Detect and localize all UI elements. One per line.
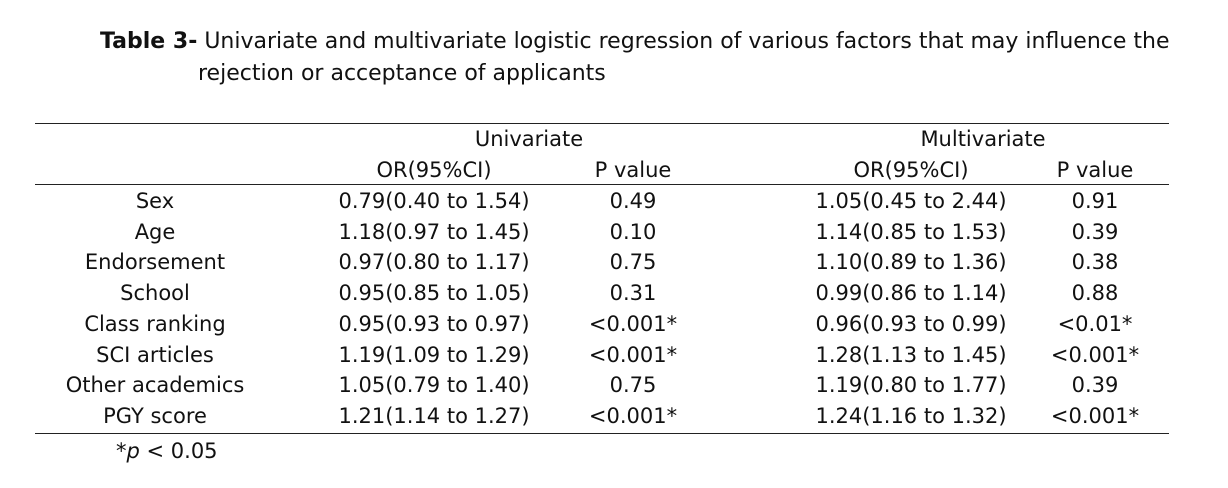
table-footnote: *p < 0.05: [116, 436, 218, 466]
row-multi-p: 0.91: [1071, 189, 1119, 213]
row-multi-p: 0.88: [1071, 281, 1119, 306]
column-header-uni-or: OR(95%CI): [376, 158, 492, 182]
row-uni-or: 1.19(1.09 to 1.29): [338, 342, 530, 367]
caption-line-1: Table 3- Univariate and multivariate log…: [100, 26, 1170, 58]
footnote-star: *: [116, 439, 127, 463]
row-uni-or: 1.21(1.14 to 1.27): [338, 403, 530, 428]
row-multi-p: 0.39: [1071, 373, 1119, 398]
row-multi-p: <0.001*: [1050, 342, 1140, 367]
caption-text-line-2: rejection or acceptance of applicants: [198, 61, 606, 86]
row-uni-p: 0.31: [609, 281, 657, 306]
row-factor: PGY score: [103, 403, 207, 428]
row-uni-or: 0.79(0.40 to 1.54): [338, 189, 530, 213]
row-uni-p: 0.10: [609, 219, 657, 244]
row-factor: School: [120, 281, 190, 306]
row-multi-or: 1.24(1.16 to 1.32): [815, 403, 1007, 428]
footnote-rest: < 0.05: [139, 439, 218, 463]
row-uni-p: <0.001*: [588, 342, 678, 367]
table-top-rule: [35, 123, 1169, 124]
row-multi-or: 1.28(1.13 to 1.45): [815, 342, 1007, 367]
row-factor: Endorsement: [84, 250, 226, 275]
column-header-uni-p: P value: [594, 158, 672, 182]
row-multi-p: 0.38: [1071, 250, 1119, 275]
group-header-multivariate: Multivariate: [920, 127, 1046, 151]
row-uni-or: 1.18(0.97 to 1.45): [338, 219, 530, 244]
row-multi-or: 1.14(0.85 to 1.53): [815, 219, 1007, 244]
column-header-multi-or: OR(95%CI): [853, 158, 969, 182]
row-multi-or: 1.10(0.89 to 1.36): [815, 250, 1007, 275]
row-multi-p: <0.01*: [1057, 311, 1133, 336]
row-uni-p: 0.49: [609, 189, 657, 213]
column-header-multi-p: P value: [1056, 158, 1134, 182]
row-factor: Age: [134, 219, 176, 244]
row-uni-p: <0.001*: [588, 403, 678, 428]
group-header-univariate: Univariate: [474, 127, 584, 151]
table-bottom-rule: [35, 433, 1169, 434]
footnote-p: p: [126, 439, 140, 463]
row-uni-or: 0.95(0.93 to 0.97): [338, 311, 530, 336]
row-multi-or: 1.05(0.45 to 2.44): [815, 189, 1007, 213]
caption-text-line-1: Univariate and multivariate logistic reg…: [197, 29, 1170, 54]
row-uni-or: 0.95(0.85 to 1.05): [338, 281, 530, 306]
row-uni-p: <0.001*: [588, 311, 678, 336]
row-multi-or: 0.96(0.93 to 0.99): [815, 311, 1007, 336]
row-factor: SCI articles: [96, 342, 214, 367]
row-uni-or: 0.97(0.80 to 1.17): [338, 250, 530, 275]
row-factor: Sex: [135, 189, 175, 213]
caption-label: Table 3-: [100, 29, 198, 54]
row-multi-p: 0.39: [1071, 219, 1119, 244]
row-factor: Class ranking: [84, 311, 226, 336]
row-multi-or: 1.19(0.80 to 1.77): [815, 373, 1007, 398]
table-header-rule: [35, 184, 1169, 185]
row-uni-or: 1.05(0.79 to 1.40): [338, 373, 530, 398]
row-uni-p: 0.75: [609, 250, 657, 275]
row-multi-p: <0.001*: [1050, 403, 1140, 428]
row-factor: Other academics: [65, 373, 245, 398]
row-uni-p: 0.75: [609, 373, 657, 398]
row-multi-or: 0.99(0.86 to 1.14): [815, 281, 1007, 306]
